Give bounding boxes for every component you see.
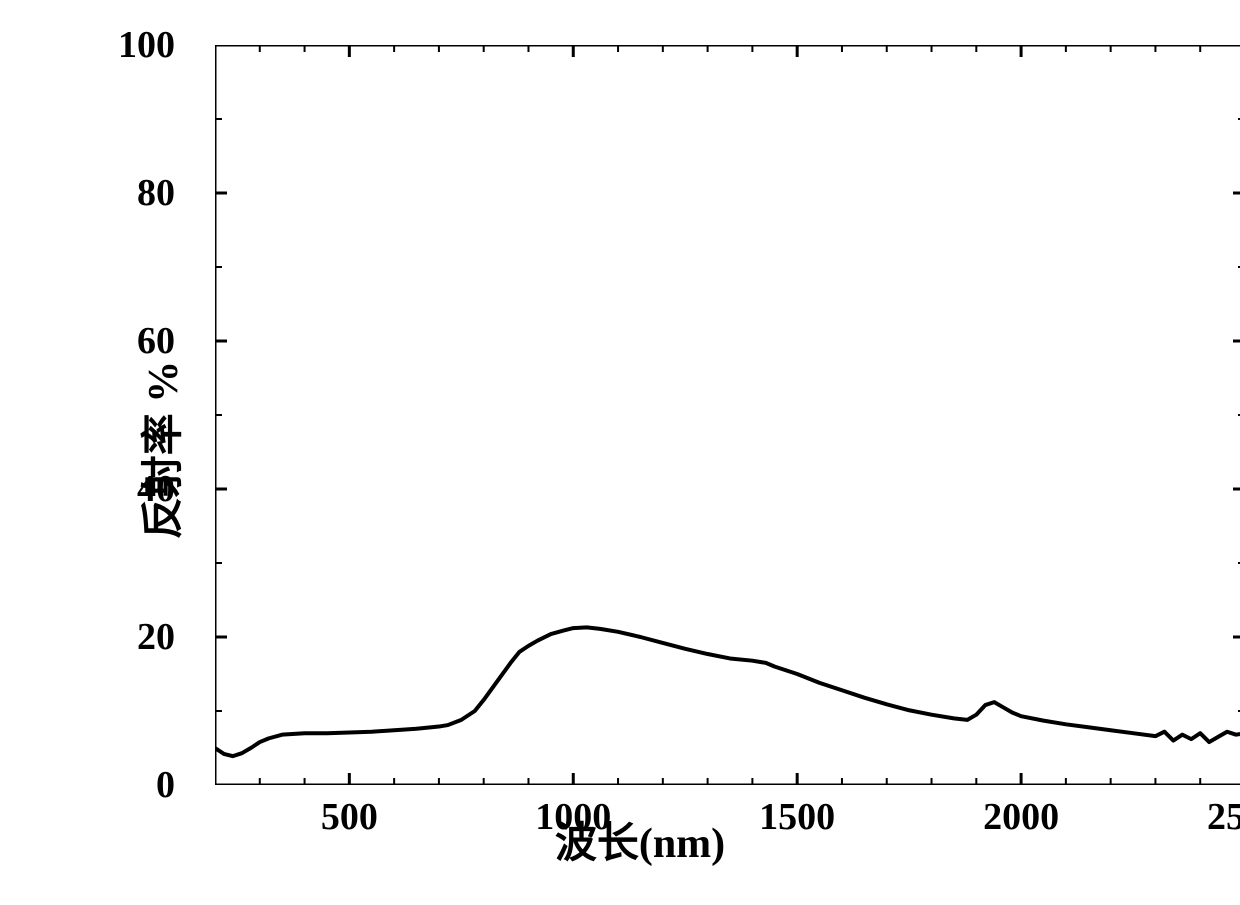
y-tick-label: 100 [118,23,175,67]
y-axis-label: 反射率 % [129,361,190,540]
x-tick-label: 2500 [1207,795,1240,839]
chart-container: 反射率 % 波长(nm) 020406080100500100015002000… [60,20,1220,880]
y-tick-label: 40 [137,467,175,511]
x-tick-label: 1500 [759,795,835,839]
x-tick-label: 1000 [535,795,611,839]
y-tick-label: 20 [137,615,175,659]
y-tick-label: 60 [137,319,175,363]
chart-svg [215,45,1240,785]
y-tick-label: 0 [156,763,175,807]
plot-area [215,45,1240,785]
x-tick-label: 2000 [983,795,1059,839]
y-tick-label: 80 [137,171,175,215]
x-tick-label: 500 [321,795,378,839]
